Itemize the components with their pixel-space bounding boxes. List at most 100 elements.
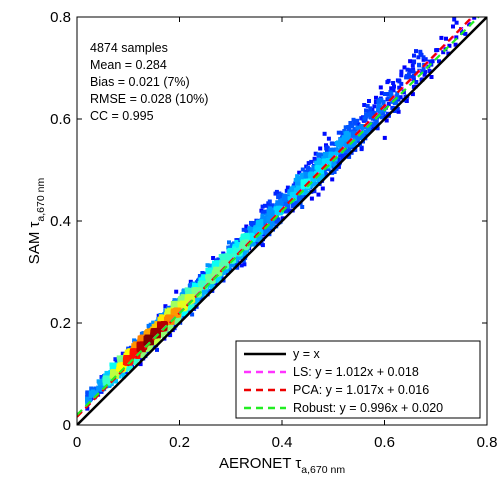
scatter-point [295,189,300,194]
scatter-point [312,177,317,182]
scatter-point [200,290,204,295]
scatter-point [186,306,191,311]
scatter-point [293,192,298,197]
x-tick-label: 0.4 [272,434,293,451]
scatter-point [405,67,410,72]
scatter-point [410,74,415,79]
scatter-point [241,233,246,238]
scatter-point [316,166,321,170]
scatter-point [280,216,285,221]
scatter-point [121,371,126,376]
y-axis-label-sub: a,670 nm [35,178,47,222]
scatter-point [385,80,390,85]
scatter-point [226,245,231,250]
scatter-point [270,205,275,210]
scatter-point [325,160,330,165]
scatter-point [423,57,428,62]
scatter-point [378,85,383,90]
scatter-point [444,36,448,41]
scatter-point [106,381,110,386]
scatter-point [192,291,197,296]
scatter-point [245,232,250,237]
scatter-point [172,303,176,308]
scatter-point [370,116,375,121]
scatter-point [275,200,280,205]
scatter-point [241,245,246,250]
scatter-point [271,214,276,219]
scatter-point [342,129,347,133]
scatter-point [198,297,203,302]
scatter-point [389,86,394,91]
scatter-point [265,228,270,233]
scatter-point [244,224,249,229]
scatter-point [254,236,259,241]
scatter-point [344,131,349,136]
scatter-point [361,132,366,137]
scatter-point [311,180,316,185]
scatter-point [299,175,303,180]
scatter-point [340,152,345,157]
scatter-point [216,276,220,281]
scatter-point [437,59,441,64]
scatter-point [189,291,194,296]
scatter-point [389,94,394,98]
scatter-point [250,223,254,228]
scatter-point [132,338,137,343]
scatter-point [348,121,353,125]
scatter-point [85,406,90,411]
scatter-point [297,195,301,200]
legend-label-pca: PCA: y = 1.017x + 0.016 [293,383,429,397]
scatter-point [421,66,426,71]
scatter-point [173,308,178,313]
scatter-point [420,77,425,82]
stats-line-bias: Bias = 0.021 (7%) [90,75,190,89]
x-tick-label: 0.6 [374,434,395,451]
scatter-point [214,260,219,265]
scatter-point [247,226,252,231]
scatter-point [268,221,273,226]
scatter-point [98,381,103,386]
scatter-point [467,22,472,27]
scatter-point [199,280,204,285]
scatter-point [268,213,273,218]
scatter-point [225,254,230,258]
scatter-point [235,243,240,248]
scatter-point [168,315,173,320]
scatter-point [188,279,193,284]
scatter-point [139,347,144,352]
scatter-point [305,191,310,195]
scatter-point [430,59,435,64]
scatter-point [328,148,333,153]
scatter-point [368,111,373,116]
scatter-point [355,137,360,142]
scatter-point [362,116,367,121]
scatter-point [190,312,195,317]
scatter-point [373,100,378,104]
scatter-point [341,135,346,140]
scatter-point [386,102,391,106]
scatter-point [200,271,205,275]
scatter-point [365,103,370,108]
scatter-point [325,148,329,152]
scatter-point [368,106,373,111]
scatter-point [201,282,206,287]
scatter-point [137,337,142,342]
scatter-point [298,186,302,191]
scatter-point [291,188,296,193]
scatter-point [411,67,416,72]
scatter-point [161,318,166,323]
scatter-point [195,300,200,304]
scatter-point [202,275,207,280]
scatter-point [395,91,400,96]
scatter-point [395,106,400,111]
scatter-point [198,277,203,282]
scatter-point [240,236,245,241]
scatter-point [99,384,104,389]
scatter-point [149,343,154,348]
scatter-point [408,69,413,74]
scatter-point [328,151,333,156]
scatter-point [330,177,335,182]
scatter-point [372,104,377,109]
scatter-point [404,99,409,103]
scatter-point [339,141,344,146]
